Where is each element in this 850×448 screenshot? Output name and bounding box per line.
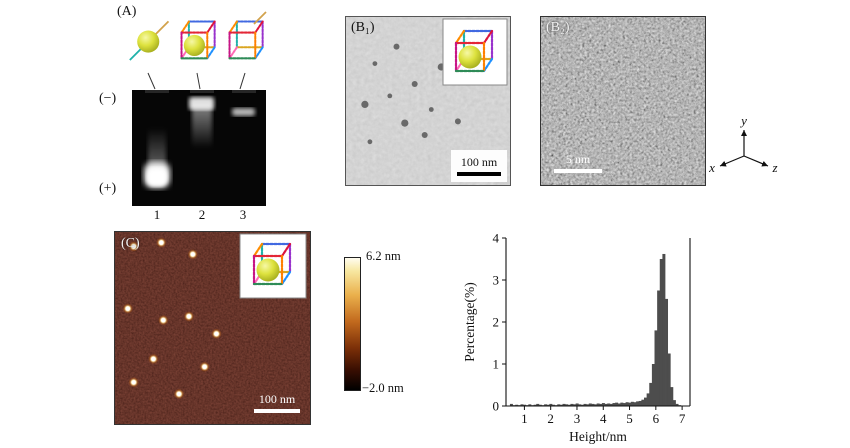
tem-b2-scalebar: 5 nm: [554, 152, 602, 173]
gold-nanoparticle-strand-schematic: [128, 20, 170, 61]
afm-colorbar: [344, 257, 361, 391]
tem-image-b2: 5 nm: [540, 16, 706, 186]
colorbar-max-label: 6.2 nm: [366, 249, 401, 263]
svg-text:6: 6: [653, 411, 660, 426]
height-histogram: 1 2 3 4 5 6 7 0 1 2 3 4 Percentage(%) Height/nm: [462, 231, 691, 444]
tem-b1-border: [345, 16, 511, 186]
gel-lane-number-1: 1: [153, 207, 161, 222]
svg-text:3: 3: [574, 411, 581, 426]
gel-band-lane1: [144, 128, 170, 188]
afm-scalebar: 100 nm: [254, 392, 300, 413]
x-axis-label: x: [708, 160, 715, 175]
svg-text:4: 4: [600, 411, 607, 426]
y-axis-label: y: [739, 114, 747, 128]
svg-text:2: 2: [547, 411, 554, 426]
tem-b1-scalebar: 100 nm: [451, 150, 507, 182]
svg-text:4: 4: [493, 231, 500, 246]
tem-b2-border: [540, 16, 706, 186]
gel-cathode-label: (−): [99, 91, 117, 106]
tem-image-b1: 100 nm: [345, 16, 511, 186]
svg-text:Percentage(%): Percentage(%): [462, 282, 477, 361]
axes-indicator: y x z: [708, 114, 777, 175]
svg-text:1: 1: [521, 411, 528, 426]
afm-border: [114, 231, 311, 425]
panel-c-label: (C): [121, 236, 140, 251]
gel-band-lane2: [189, 97, 214, 148]
x-axis-arrow: [719, 155, 745, 167]
svg-text:2: 2: [493, 315, 500, 330]
z-axis-label: z: [771, 160, 777, 175]
afm-inset: [239, 233, 307, 299]
tem-b1-inset: [442, 18, 508, 86]
nanoparticle-dots-afm: [122, 237, 222, 400]
gel-well-3: [232, 90, 256, 93]
b2-scalebar-label: 5 nm: [566, 152, 591, 166]
svg-text:Height/nm: Height/nm: [569, 429, 627, 444]
z-axis-arrow: [743, 155, 769, 167]
gel-lane-number-3: 3: [239, 207, 247, 222]
gel-electrophoresis-image: [132, 90, 266, 206]
gel-anode-label: (+): [99, 181, 117, 196]
gel-well-1: [145, 90, 169, 93]
panel-b1-label: (B₁): [351, 20, 375, 35]
svg-text:5: 5: [626, 411, 633, 426]
b1-scalebar-label: 100 nm: [461, 155, 498, 169]
panel-b2-label: (B₂): [546, 20, 570, 35]
excess-strand: [253, 11, 267, 25]
panel-a-schematics: [128, 11, 267, 61]
gel-well-2: [190, 90, 214, 93]
empty-dna-cube-schematic: [230, 11, 267, 58]
svg-text:7: 7: [679, 411, 686, 426]
dna-cube-with-nanoparticle-schematic: [182, 22, 215, 59]
gel-lane-number-2: 2: [198, 207, 206, 222]
schematic-to-lane-connectors: [147, 72, 246, 90]
gel-band-lane3: [232, 108, 255, 116]
panel-a-label: (A): [117, 4, 137, 19]
tem-b2-noise: [540, 16, 706, 186]
svg-text:0: 0: [493, 399, 500, 414]
afm-scalebar-label: 100 nm: [259, 392, 296, 406]
svg-text:3: 3: [493, 273, 500, 288]
svg-text:1: 1: [493, 357, 500, 372]
afm-image-c: 100 nm: [114, 231, 311, 425]
colorbar-min-label: −2.0 nm: [362, 381, 404, 395]
